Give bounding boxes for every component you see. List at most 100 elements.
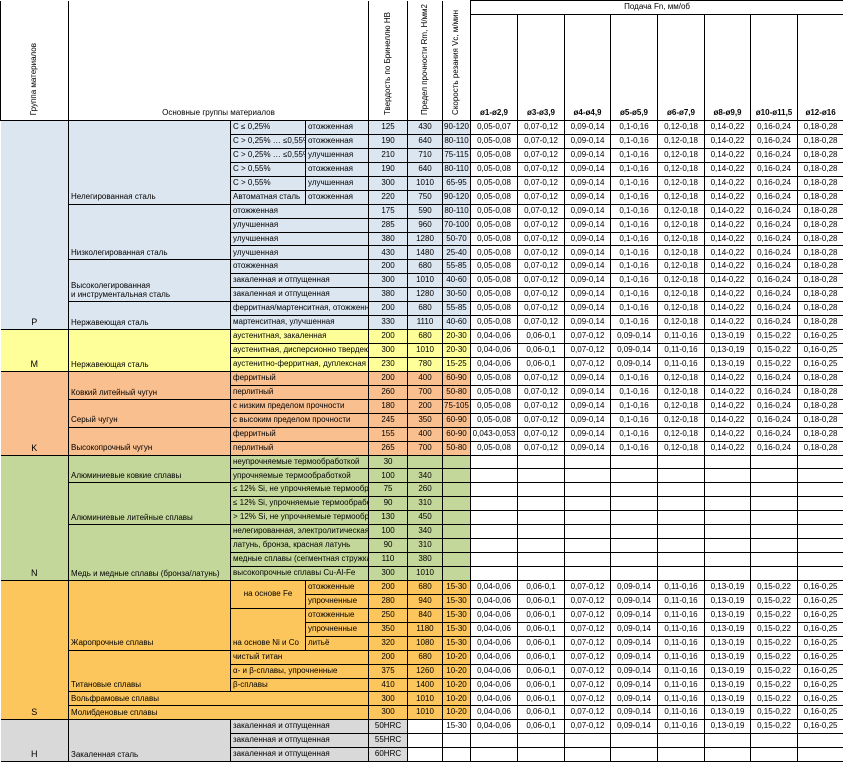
feed-cell: 0,04-0,06: [470, 579, 519, 595]
hardness-cell: 200: [368, 649, 409, 665]
cutting-speed-cell: [442, 454, 472, 470]
feed-cell: 0,16-0,24: [750, 412, 799, 428]
feed-cell: 0,05-0,08: [470, 217, 519, 233]
table-row: C > 0,25% … ≤0,55% улучшенная 210 710 75-115…: [1, 147, 843, 163]
feed-cell: 0,11-0,16: [657, 356, 706, 372]
feed-cell: 0,12-0,18: [657, 231, 706, 247]
category-label-cell: Нелегированная сталь: [68, 120, 231, 205]
cell: на основе Ni и Co: [230, 607, 306, 651]
table-header: Группа материалов Основные группы матери…: [0, 0, 843, 121]
cell: с высоким пределом прочности: [230, 412, 370, 428]
strength-cell: 380: [407, 552, 444, 567]
feed-cell: 0,13-0,19: [704, 705, 752, 721]
feed-cell: 0,18-0,28: [797, 273, 843, 289]
feed-cell: 0,18-0,28: [797, 412, 843, 428]
feed-cell: 0,18-0,28: [797, 315, 843, 331]
feed-cell: 0,07-0,12: [517, 147, 566, 163]
feed-cell: [610, 496, 659, 512]
feed-cell: 0,16-0,25: [797, 677, 843, 693]
cutting-speed-cell: 75-115: [442, 147, 472, 163]
strength-cell: 1010: [407, 705, 444, 721]
feed-cell: 0,16-0,25: [797, 719, 843, 735]
feed-cell: 0,18-0,28: [797, 203, 843, 219]
feed-cell: 0,14-0,22: [704, 133, 752, 149]
strength-cell: 780: [407, 356, 444, 372]
feed-cell: 0,12-0,18: [657, 203, 706, 219]
feed-cell: [470, 482, 519, 498]
feed-cell: 0,15-0,22: [750, 705, 799, 721]
table-row: литьё 320 1080 15-30 0,04-0,06 0,06-0,1 0,07-0…: [1, 635, 843, 651]
feed-cell: 0,04-0,06: [470, 719, 519, 735]
feed-cell: 0,11-0,16: [657, 635, 706, 651]
feed-cell: [797, 482, 843, 498]
feed-cell: 0,06-0,1: [517, 343, 566, 358]
feed-cell: 0,12-0,18: [657, 398, 706, 414]
feed-cell: 0,16-0,24: [750, 384, 799, 400]
cutting-speed-cell: 50-80: [442, 440, 472, 456]
feed-cell: [704, 747, 752, 762]
feed-cell: 0,1-0,16: [610, 147, 659, 163]
feed-cell: 0,07-0,12: [517, 287, 566, 303]
feed-cell: [704, 510, 752, 526]
category-label-cell: Алюминиевые ковкие сплавы: [68, 454, 231, 484]
table-row: латунь, бронза, красная латунь 90 310: [1, 538, 843, 554]
feed-cell: 0,18-0,28: [797, 301, 843, 317]
feed-cell: 0,16-0,24: [750, 273, 799, 289]
cell: C ≤ 0,25%: [230, 120, 306, 135]
feed-cell: 0,07-0,12: [564, 663, 612, 679]
hardness-cell: 380: [368, 231, 409, 247]
feed-cell: 0,05-0,08: [470, 440, 519, 456]
feed-cell: 0,07-0,12: [564, 649, 612, 665]
feed-cell: 0,1-0,16: [610, 384, 659, 400]
feed-cell: 0,04-0,06: [470, 593, 519, 609]
hardness-cell: 200: [368, 370, 409, 386]
strength-cell: 1010: [407, 175, 444, 191]
cell: β-сплавы: [230, 677, 370, 693]
feed-cell: 0,11-0,16: [657, 677, 706, 693]
hardness-cell: 300: [368, 175, 409, 191]
feed-cell: 0,16-0,24: [750, 301, 799, 317]
feed-cell: 0,1-0,16: [610, 231, 659, 247]
feed-cell: 0,16-0,24: [750, 426, 799, 442]
header-hardness-col: Твердость по Бринеллю HB: [368, 0, 409, 121]
feed-cell: [704, 482, 752, 498]
feed-cell: [564, 496, 612, 512]
feed-cell: [704, 566, 752, 581]
feed-cell: 0,14-0,22: [704, 426, 752, 442]
category-label-cell: Низколегированная сталь: [68, 203, 231, 261]
feed-cell: 0,09-0,14: [610, 677, 659, 693]
feed-cell: 0,07-0,12: [517, 315, 566, 331]
cell: с низким пределом прочности: [229, 398, 370, 414]
feed-cell: [610, 733, 659, 749]
hardness-cell: 200: [368, 301, 409, 317]
feed-cell: [797, 552, 843, 567]
feed-cell: 0,14-0,22: [704, 203, 752, 219]
feed-cell: [704, 454, 752, 470]
feed-cell: [564, 524, 612, 540]
feed-cell: 0,16-0,24: [750, 217, 799, 233]
feed-cell: 0,13-0,19: [704, 635, 752, 651]
feed-cell: 0,14-0,22: [704, 259, 752, 275]
cutting-speed-cell: 10-20: [442, 705, 472, 721]
feed-cell: 0,12-0,18: [657, 245, 706, 261]
feed-cell: 0,07-0,12: [564, 691, 612, 707]
cutting-speed-cell: 25-40: [442, 245, 472, 261]
feed-cell: 0,09-0,14: [610, 593, 659, 609]
feed-cell: 0,07-0,12: [564, 343, 612, 358]
group-letter-cell: P: [0, 119, 69, 331]
feed-cell: 0,18-0,28: [797, 147, 843, 163]
feed-cell: 0,04-0,06: [470, 621, 519, 637]
feed-cell: 0,13-0,19: [704, 649, 752, 665]
feed-diameter-header: ø6-ø7,9: [657, 14, 706, 121]
feed-cell: [470, 454, 519, 470]
table-row: улучшенная 380 1280 50-70 0,05-0,08 0,07-0,12…: [1, 231, 843, 247]
cutting-speed-cell: 55-85: [442, 259, 472, 275]
feed-cell: 0,09-0,14: [564, 245, 612, 261]
feed-cell: [610, 510, 659, 526]
feed-cell: [797, 566, 843, 581]
category-label-cell: Высокопрочный чугун: [68, 426, 231, 456]
feed-cell: 0,16-0,24: [750, 231, 799, 247]
feed-cell: 0,11-0,16: [657, 329, 706, 344]
hardness-cell: 210: [368, 147, 409, 163]
table-row: Низколегированная сталь отожженная 175 590 8…: [1, 203, 843, 261]
